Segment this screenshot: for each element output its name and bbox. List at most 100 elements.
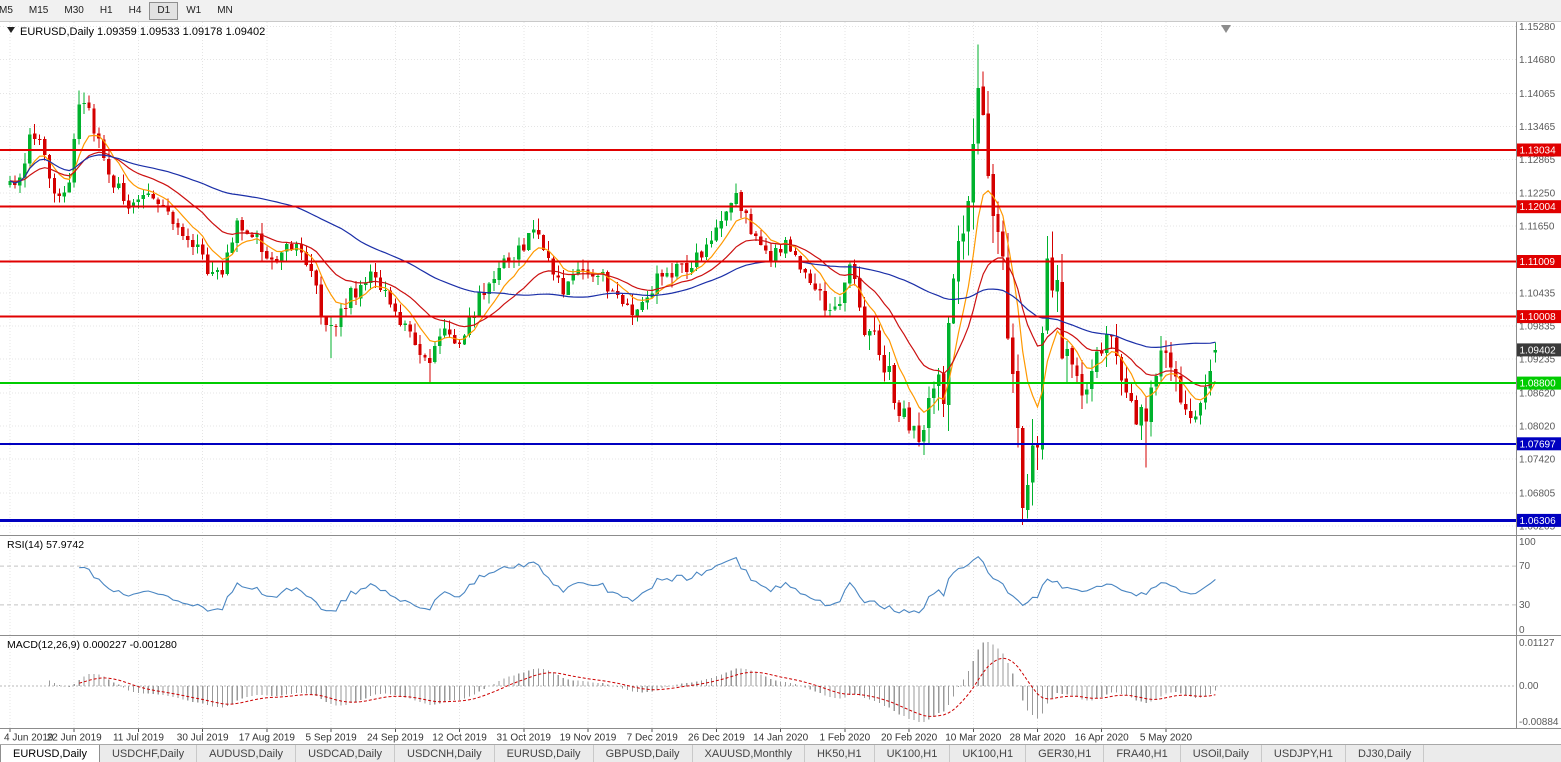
candle-body — [1189, 410, 1193, 419]
chart-tab-usdchf-daily[interactable]: USDCHF,Daily — [99, 745, 198, 762]
price-axis-label: 1.13465 — [1519, 122, 1556, 133]
candle-body — [1105, 333, 1109, 353]
candle-body — [126, 200, 131, 209]
chart-tab-bar: EURUSD,Daily USDCHF,Daily AUDUSD,Daily USDC… — [0, 744, 1561, 762]
chart-tab-audusd-daily[interactable]: AUDUSD,Daily — [197, 745, 297, 762]
candle-body — [136, 199, 141, 202]
timeframe-button-h4[interactable]: H4 — [121, 2, 150, 20]
candle-body — [289, 244, 294, 250]
chart-tab-usdcad-daily[interactable]: USDCAD,Daily — [296, 745, 396, 762]
candle-body — [680, 263, 684, 265]
candle-body — [867, 330, 872, 336]
candle-body — [225, 252, 230, 275]
candle-body — [186, 236, 190, 240]
rsi-axis-label: 0 — [1519, 625, 1525, 636]
candle-body — [793, 251, 798, 256]
candle-body — [378, 277, 383, 291]
chart-tab-uk100-h1[interactable]: UK100,H1 — [950, 745, 1027, 762]
time-axis[interactable] — [0, 729, 1561, 744]
candle-body — [1213, 349, 1218, 353]
candle-body — [67, 182, 71, 193]
candle-body — [769, 250, 773, 262]
candle-body — [72, 139, 76, 183]
chart-tab-hk50-h1[interactable]: HK50,H1 — [804, 745, 875, 762]
macd-axis-label: 0.00 — [1519, 681, 1539, 692]
symbol-marker-icon — [7, 27, 15, 33]
candle-body — [151, 194, 155, 199]
timeframe-button-m5[interactable]: M5 — [0, 2, 21, 20]
candle-body — [798, 256, 803, 270]
chart-tab-uk100-h1[interactable]: UK100,H1 — [874, 745, 951, 762]
candle-body — [541, 235, 546, 250]
chart-plot-area[interactable] — [0, 22, 1516, 535]
candle-body — [171, 212, 175, 225]
candle-body — [334, 326, 338, 328]
macd-label: MACD(12,26,9) 0.000227 -0.001280 — [7, 639, 177, 651]
current-price-badge — [1517, 343, 1561, 357]
candle-body — [1174, 369, 1178, 377]
candle-body — [477, 291, 481, 317]
time-axis-label: 12 Oct 2019 — [432, 733, 487, 744]
candle-body — [1055, 280, 1059, 292]
candle-body — [1109, 335, 1114, 337]
candle-body — [284, 243, 289, 252]
timeframe-button-d1[interactable]: D1 — [149, 1, 179, 20]
candle-body — [1203, 386, 1208, 403]
chart-tab-gbpusd-daily[interactable]: GBPUSD,Daily — [593, 745, 693, 762]
candle-body — [403, 323, 407, 325]
chart-tab-dj30-daily[interactable]: DJ30,Daily — [1346, 745, 1425, 762]
level-blue-badge-label: 1.06306 — [1520, 516, 1557, 527]
candle-body — [1035, 444, 1040, 448]
level-green-badge — [1517, 376, 1561, 390]
chart-tab-xauusd-monthly[interactable]: XAUUSD,Monthly — [692, 745, 805, 762]
candle-body — [329, 325, 333, 327]
timeframe-button-m15[interactable]: M15 — [21, 2, 56, 20]
chart-tab-eurusd-daily[interactable]: EURUSD,Daily — [494, 745, 594, 762]
candle-body — [1124, 378, 1129, 393]
price-axis[interactable] — [1516, 22, 1561, 728]
candle-body — [1045, 258, 1050, 331]
price-axis-label: 1.08620 — [1519, 388, 1556, 399]
chart-tab-eurusd-daily[interactable]: EURUSD,Daily — [0, 745, 100, 762]
candle-body — [1006, 257, 1010, 339]
candle-body — [388, 290, 393, 305]
candle-body — [8, 180, 12, 185]
price-axis-label: 1.10435 — [1519, 289, 1556, 300]
candle-body — [482, 292, 486, 295]
candle-body — [507, 257, 511, 261]
timeframe-button-h1[interactable]: H1 — [92, 2, 121, 20]
candle-body — [665, 273, 669, 277]
candle-body — [571, 274, 575, 281]
candle-body — [838, 304, 842, 306]
chart-tab-usdcnh-daily[interactable]: USDCNH,Daily — [395, 745, 495, 762]
chart-tab-usdjpy-h1[interactable]: USDJPY,H1 — [1261, 745, 1347, 762]
timeframe-button-mn[interactable]: MN — [209, 2, 241, 20]
level-blue-badge-label: 1.07697 — [1520, 439, 1557, 450]
candle-body — [566, 281, 570, 295]
candle-body — [630, 304, 635, 316]
level-red-badge-label: 1.13034 — [1520, 146, 1557, 157]
chart-tab-fra40-h1[interactable]: FRA40,H1 — [1104, 745, 1181, 762]
candle-body — [1114, 337, 1119, 356]
candle-body — [383, 289, 388, 291]
chart-tab-usoil-daily[interactable]: USOil,Daily — [1180, 745, 1262, 762]
candle-body — [1050, 257, 1054, 291]
candle-body — [1154, 375, 1158, 387]
candle-body — [215, 270, 220, 272]
timeframe-button-m30[interactable]: M30 — [56, 2, 91, 20]
candle-body — [1144, 408, 1148, 422]
level-red-badge — [1517, 200, 1561, 214]
chart-tab-ger30-h1[interactable]: GER30,H1 — [1026, 745, 1105, 762]
time-axis-label: 10 Mar 2020 — [945, 733, 1002, 744]
candle-body — [250, 234, 254, 238]
candle-body — [527, 233, 531, 251]
candle-body — [438, 336, 442, 347]
candle-body — [1164, 350, 1168, 353]
candle-body — [77, 104, 81, 139]
level-red-badge-label: 1.11009 — [1520, 257, 1556, 268]
timeframe-button-w1[interactable]: W1 — [178, 2, 209, 20]
candle-body — [42, 139, 47, 156]
time-axis-label: 24 Sep 2019 — [367, 733, 424, 744]
candle-body — [719, 221, 724, 229]
candle-body — [1021, 428, 1025, 508]
